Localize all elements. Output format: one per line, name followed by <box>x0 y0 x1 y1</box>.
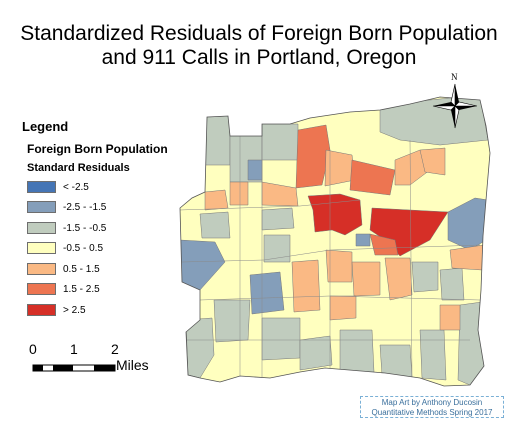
legend-item: > 2.5 <box>27 304 86 316</box>
map-title-line-1: Standardized Residuals of Foreign Born P… <box>20 22 498 45</box>
credit-line-1: Map Art by Anthony Ducosin <box>381 398 483 407</box>
tract <box>261 207 295 231</box>
tract <box>204 115 231 166</box>
legend-swatch <box>27 304 56 316</box>
scale-tick-label: 1 <box>70 341 78 357</box>
tract <box>379 97 489 146</box>
north-arrow-icon <box>432 83 478 129</box>
north-label: N <box>451 72 458 82</box>
legend-swatch <box>27 222 56 234</box>
legend-swatch <box>27 242 56 254</box>
legend-item: 1.5 - 2.5 <box>27 283 100 295</box>
tract <box>307 193 363 236</box>
tract <box>263 234 291 263</box>
legend-label: 0.5 - 1.5 <box>63 263 100 275</box>
city-boundary <box>179 96 491 387</box>
legend-label: > 2.5 <box>63 304 86 316</box>
legend-item: -2.5 - -1.5 <box>27 201 106 213</box>
tract <box>349 159 396 196</box>
census-tracts <box>180 97 490 386</box>
tract <box>261 317 301 361</box>
scale-bar-units: Miles <box>116 357 149 373</box>
legend-title: Legend <box>22 119 69 134</box>
legend-label: 1.5 - 2.5 <box>63 283 100 295</box>
legend-swatch <box>27 181 56 193</box>
tract <box>213 299 251 343</box>
tract <box>394 149 431 186</box>
map-title: Standardized Residuals of Foreign Born P… <box>0 22 518 70</box>
tract <box>204 189 229 211</box>
tract <box>247 159 263 181</box>
legend-swatch <box>27 201 56 213</box>
legend-label: -2.5 - -1.5 <box>63 201 107 213</box>
tract <box>439 304 461 331</box>
credit-line-2: Quantitative Methods Spring 2017 <box>371 408 493 417</box>
legend-label: < -2.5 <box>63 181 89 193</box>
legend-label: -0.5 - 0.5 <box>63 242 104 254</box>
legend-item: -1.5 - -0.5 <box>27 222 106 234</box>
legend-item: -0.5 - 0.5 <box>27 242 103 254</box>
scale-bar-ticks: 0 1 2 <box>27 341 127 359</box>
legend-swatch <box>27 283 56 295</box>
map-title-line-2: and 911 Calls in Portland, Oregon <box>101 46 417 69</box>
legend-label: -1.5 - -0.5 <box>63 222 107 234</box>
legend-field-name: Standard Residuals <box>27 162 130 174</box>
scale-tick-label: 0 <box>29 341 37 357</box>
tract <box>351 261 381 297</box>
tract <box>369 233 399 256</box>
tract <box>411 261 439 293</box>
tract <box>384 257 413 301</box>
tract <box>199 211 231 239</box>
legend-item: < -2.5 <box>27 181 89 193</box>
tract <box>249 271 285 315</box>
tract <box>355 233 371 247</box>
legend-layer-name: Foreign Born Population <box>27 142 168 156</box>
tract <box>439 267 465 301</box>
tract <box>325 249 353 283</box>
legend-item: 0.5 - 1.5 <box>27 263 100 275</box>
tract <box>339 329 375 373</box>
legend-swatch <box>27 263 56 275</box>
tract <box>329 295 357 321</box>
tract <box>299 335 333 371</box>
map-credit: Map Art by Anthony Ducosin Quantitative … <box>360 396 504 418</box>
tract <box>291 259 321 313</box>
scale-bar <box>32 364 116 372</box>
scale-tick-label: 2 <box>111 341 119 357</box>
tract <box>261 123 299 161</box>
tract <box>419 329 447 381</box>
tract <box>229 181 249 206</box>
tract <box>419 147 446 176</box>
